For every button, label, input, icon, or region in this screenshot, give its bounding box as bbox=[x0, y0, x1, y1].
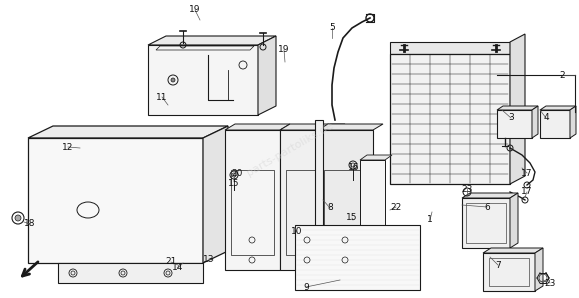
Text: 12: 12 bbox=[63, 142, 74, 151]
Text: 19: 19 bbox=[278, 46, 290, 55]
Polygon shape bbox=[28, 126, 228, 138]
Polygon shape bbox=[148, 45, 258, 115]
Polygon shape bbox=[462, 193, 518, 198]
Text: 17: 17 bbox=[521, 187, 533, 196]
Text: 9: 9 bbox=[303, 283, 309, 291]
Polygon shape bbox=[390, 54, 510, 184]
Text: 5: 5 bbox=[329, 24, 335, 32]
Text: 4: 4 bbox=[543, 114, 549, 122]
Polygon shape bbox=[510, 34, 525, 184]
Text: 2: 2 bbox=[559, 71, 565, 80]
Text: 18: 18 bbox=[24, 220, 36, 229]
Polygon shape bbox=[225, 124, 290, 130]
Text: 7: 7 bbox=[495, 260, 501, 269]
Polygon shape bbox=[497, 106, 538, 110]
Polygon shape bbox=[203, 126, 228, 263]
Polygon shape bbox=[258, 36, 276, 115]
Circle shape bbox=[15, 215, 21, 221]
Text: 23: 23 bbox=[461, 184, 472, 193]
Polygon shape bbox=[280, 124, 345, 130]
Text: 10: 10 bbox=[291, 227, 303, 237]
Polygon shape bbox=[318, 130, 373, 270]
Polygon shape bbox=[532, 106, 538, 138]
Polygon shape bbox=[510, 193, 518, 248]
Text: 15: 15 bbox=[228, 179, 240, 189]
Polygon shape bbox=[58, 263, 203, 283]
Polygon shape bbox=[360, 160, 385, 240]
Text: 20: 20 bbox=[232, 168, 243, 178]
Text: 19: 19 bbox=[189, 5, 201, 15]
Polygon shape bbox=[28, 138, 203, 263]
Text: 8: 8 bbox=[327, 204, 333, 212]
Polygon shape bbox=[483, 253, 535, 291]
Text: 16: 16 bbox=[348, 164, 360, 173]
Polygon shape bbox=[483, 248, 543, 253]
Polygon shape bbox=[497, 110, 532, 138]
Circle shape bbox=[171, 78, 175, 82]
Text: 14: 14 bbox=[173, 263, 184, 272]
Text: 21: 21 bbox=[166, 257, 177, 266]
Polygon shape bbox=[280, 130, 335, 270]
Polygon shape bbox=[295, 225, 420, 290]
Polygon shape bbox=[535, 248, 543, 291]
Polygon shape bbox=[570, 106, 576, 138]
Text: 15: 15 bbox=[346, 213, 358, 223]
Polygon shape bbox=[540, 110, 570, 138]
Polygon shape bbox=[360, 155, 392, 160]
Polygon shape bbox=[225, 130, 280, 270]
Text: 6: 6 bbox=[484, 203, 490, 212]
Text: 17: 17 bbox=[521, 168, 533, 178]
Text: 22: 22 bbox=[390, 203, 402, 212]
Text: 13: 13 bbox=[203, 254, 215, 263]
Polygon shape bbox=[148, 36, 276, 45]
Polygon shape bbox=[318, 124, 383, 130]
Text: 11: 11 bbox=[156, 92, 168, 102]
Polygon shape bbox=[462, 198, 510, 248]
Text: parts-partoliks.de: parts-partoliks.de bbox=[245, 120, 335, 178]
Polygon shape bbox=[540, 106, 576, 110]
Polygon shape bbox=[315, 120, 323, 275]
Text: 1: 1 bbox=[427, 215, 433, 224]
Polygon shape bbox=[390, 42, 510, 54]
Text: 3: 3 bbox=[508, 114, 514, 122]
Text: 23: 23 bbox=[544, 279, 556, 288]
